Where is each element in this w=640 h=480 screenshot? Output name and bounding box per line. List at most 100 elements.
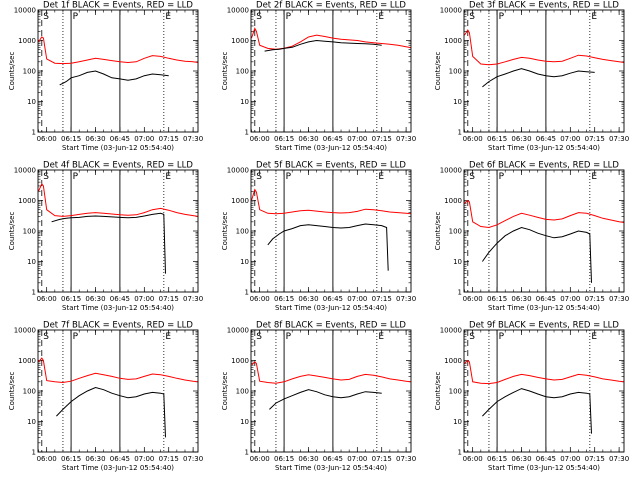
x-tick-label: 06:45 bbox=[110, 135, 130, 143]
x-axis-label: Start Time (03-Jun-12 05:54:40) bbox=[488, 144, 600, 152]
y-tick-label: 10 bbox=[27, 418, 36, 426]
x-tick-label: 06:15 bbox=[487, 455, 507, 463]
marker-label-e: E bbox=[591, 332, 597, 342]
marker-label-p: P bbox=[499, 172, 505, 182]
x-tick-label: 07:15 bbox=[372, 295, 392, 303]
x-tick-label: 06:15 bbox=[61, 455, 81, 463]
plot-frame bbox=[250, 9, 412, 133]
plot-frame bbox=[37, 329, 199, 453]
panel-6: Det 6f BLACK = Events, RED = LLD 1 10 100 10… bbox=[434, 161, 629, 313]
y-tick-label: 1 bbox=[458, 289, 462, 297]
series-line-black bbox=[59, 70, 169, 86]
x-tick-label: 06:15 bbox=[274, 455, 294, 463]
x-tick-label: 06:30 bbox=[511, 135, 531, 143]
x-tick-label: 07:00 bbox=[560, 135, 580, 143]
y-tick-label: 10000 bbox=[440, 167, 462, 175]
y-tick-label: 100 bbox=[449, 388, 462, 396]
y-tick-label: 10000 bbox=[440, 7, 462, 15]
x-tick-label: 07:30 bbox=[609, 455, 629, 463]
panel-9: Det 9f BLACK = Events, RED = LLD 1 10 100 10… bbox=[434, 321, 629, 473]
x-tick-label: 06:15 bbox=[274, 135, 294, 143]
x-tick-label: 07:15 bbox=[159, 295, 179, 303]
series-line-red bbox=[464, 359, 624, 385]
series-line-red bbox=[464, 199, 624, 229]
marker-label-e: E bbox=[378, 172, 384, 182]
x-tick-label: 07:15 bbox=[372, 455, 392, 463]
x-tick-label: 06:00 bbox=[250, 135, 270, 143]
panel-7: Det 7f BLACK = Events, RED = LLD 1 10 100 10… bbox=[8, 321, 203, 473]
panel-5: Det 5f BLACK = Events, RED = LLD 1 10 100 10… bbox=[221, 161, 416, 313]
y-tick-label: 100 bbox=[23, 68, 36, 76]
y-axis-label: Counts/sec bbox=[221, 52, 229, 91]
x-axis-label: Start Time (03-Jun-12 05:54:40) bbox=[62, 464, 174, 472]
y-tick-label: 100 bbox=[236, 68, 249, 76]
marker-label-p: P bbox=[286, 12, 292, 22]
x-tick-label: 06:45 bbox=[536, 295, 556, 303]
x-axis-label: Start Time (03-Jun-12 05:54:40) bbox=[488, 304, 600, 312]
y-tick-label: 10 bbox=[453, 418, 462, 426]
y-tick-label: 1 bbox=[32, 449, 36, 457]
x-tick-label: 07:15 bbox=[159, 455, 179, 463]
y-axis-label: Counts/sec bbox=[434, 212, 442, 251]
x-tick-label: 06:00 bbox=[37, 135, 57, 143]
y-tick-label: 1 bbox=[458, 449, 462, 457]
y-tick-label: 10000 bbox=[440, 327, 462, 335]
plot-frame bbox=[37, 9, 199, 133]
y-axis-label: Counts/sec bbox=[8, 372, 16, 411]
series-line-red bbox=[251, 188, 411, 215]
panel-1: Det 1f BLACK = Events, RED = LLD 1 10 100 10… bbox=[8, 1, 203, 153]
marker-label-s: S bbox=[256, 12, 262, 22]
panel-title: Det 4f BLACK = Events, RED = LLD bbox=[43, 161, 193, 171]
marker-label-e: E bbox=[165, 12, 171, 22]
panel-3: Det 3f BLACK = Events, RED = LLD 1 10 100 10… bbox=[434, 1, 629, 153]
plot-frame bbox=[463, 329, 625, 453]
y-tick-label: 1000 bbox=[444, 197, 462, 205]
plot-frame bbox=[463, 9, 625, 133]
x-tick-label: 06:15 bbox=[274, 295, 294, 303]
y-tick-label: 10 bbox=[27, 258, 36, 266]
series-line-red bbox=[464, 29, 624, 66]
series-line-black bbox=[267, 223, 389, 271]
y-tick-label: 10 bbox=[240, 258, 249, 266]
x-tick-label: 06:15 bbox=[61, 135, 81, 143]
x-tick-label: 06:15 bbox=[487, 135, 507, 143]
y-tick-label: 1000 bbox=[231, 37, 249, 45]
x-tick-label: 06:45 bbox=[110, 295, 130, 303]
panel-title: Det 3f BLACK = Events, RED = LLD bbox=[469, 1, 619, 11]
x-tick-label: 07:15 bbox=[585, 135, 605, 143]
x-tick-label: 07:00 bbox=[347, 455, 367, 463]
x-tick-label: 07:00 bbox=[134, 455, 154, 463]
x-axis-label: Start Time (03-Jun-12 05:54:40) bbox=[62, 144, 174, 152]
series-line-red bbox=[38, 182, 198, 217]
series-line-black bbox=[269, 389, 382, 410]
x-tick-label: 07:00 bbox=[347, 295, 367, 303]
y-tick-label: 1000 bbox=[231, 357, 249, 365]
marker-label-p: P bbox=[286, 172, 292, 182]
x-tick-label: 06:30 bbox=[85, 295, 105, 303]
y-tick-label: 1000 bbox=[444, 37, 462, 45]
series-line-red bbox=[38, 357, 198, 384]
y-axis-label: Counts/sec bbox=[8, 212, 16, 251]
y-tick-label: 10 bbox=[240, 418, 249, 426]
series-line-black bbox=[264, 39, 382, 52]
series-line-black bbox=[481, 226, 592, 283]
marker-label-s: S bbox=[256, 172, 262, 182]
x-tick-label: 07:00 bbox=[134, 135, 154, 143]
marker-label-p: P bbox=[499, 12, 505, 22]
y-axis-label: Counts/sec bbox=[221, 372, 229, 411]
x-axis-label: Start Time (03-Jun-12 05:54:40) bbox=[275, 144, 387, 152]
x-tick-label: 06:30 bbox=[85, 135, 105, 143]
y-tick-label: 1000 bbox=[18, 197, 36, 205]
panel-title: Det 8f BLACK = Events, RED = LLD bbox=[256, 321, 406, 331]
x-tick-label: 06:45 bbox=[110, 455, 130, 463]
x-tick-label: 06:30 bbox=[85, 455, 105, 463]
y-tick-label: 10000 bbox=[14, 167, 36, 175]
y-tick-label: 10000 bbox=[227, 167, 249, 175]
x-tick-label: 06:00 bbox=[463, 135, 483, 143]
y-tick-label: 1 bbox=[245, 129, 249, 137]
x-axis-label: Start Time (03-Jun-12 05:54:40) bbox=[488, 464, 600, 472]
x-tick-label: 06:00 bbox=[37, 295, 57, 303]
plot-frame bbox=[463, 169, 625, 293]
x-tick-label: 07:30 bbox=[183, 135, 203, 143]
